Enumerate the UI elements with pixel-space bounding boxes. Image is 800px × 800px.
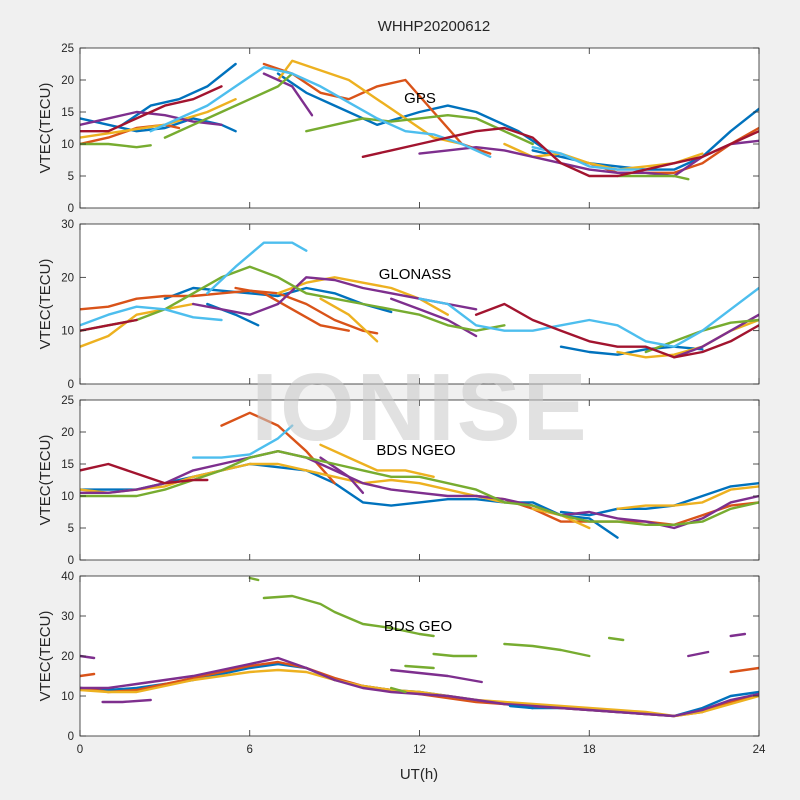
series-line-15 <box>80 305 223 327</box>
panel-title: GPS <box>404 90 436 107</box>
y-tick-label: 0 <box>68 379 74 391</box>
y-tick-label: 10 <box>61 326 74 338</box>
y-tick-label: 0 <box>68 555 74 567</box>
y-axis-label: VTEC(TECU) <box>37 83 54 174</box>
series-line-14 <box>80 142 152 149</box>
panel-4: 0 10 20 30 40 0 6 12 18 24 VTEC(TECU) BDS GEO <box>37 571 766 756</box>
y-tick-label: 20 <box>61 75 74 87</box>
series-line-16 <box>206 241 308 295</box>
series-line-9 <box>390 668 483 684</box>
panel-title: BDS GEO <box>384 618 452 635</box>
series-line-11 <box>729 632 747 638</box>
series-line-4 <box>729 666 759 674</box>
panel-title: BDS NGEO <box>376 442 455 459</box>
series-line-12 <box>262 72 314 117</box>
y-tick-label: 10 <box>61 139 74 151</box>
series-line-14 <box>404 664 435 670</box>
series-line-10 <box>687 650 710 658</box>
y-tick-label: 30 <box>61 611 74 623</box>
series-line-19 <box>474 302 759 359</box>
series-line-6 <box>80 302 195 348</box>
y-tick-label: 20 <box>61 272 74 284</box>
series-line-5 <box>80 462 506 504</box>
series-line-8 <box>319 297 379 343</box>
series-line-13 <box>80 462 209 485</box>
y-tick-label: 0 <box>68 731 74 743</box>
series-line-5 <box>234 286 350 332</box>
series-line-3 <box>559 345 704 356</box>
series-line-7 <box>101 698 152 704</box>
y-tick-label: 10 <box>61 491 74 503</box>
series-line-16 <box>503 642 591 658</box>
series-group <box>80 59 759 181</box>
series-line-6 <box>262 62 492 155</box>
series-line-17 <box>418 286 759 348</box>
y-axis-label: VTEC(TECU) <box>37 435 54 526</box>
series-line-20 <box>80 85 223 133</box>
y-tick-label: 15 <box>61 459 74 471</box>
watermark: IONISE <box>251 354 588 461</box>
y-axis-label: VTEC(TECU) <box>37 259 54 350</box>
series-line-6 <box>80 656 759 718</box>
x-axis-label: UT(h) <box>400 766 438 783</box>
series-line-21 <box>361 126 759 178</box>
x-tick-label: 0 <box>77 744 83 756</box>
series-line-15 <box>432 652 478 658</box>
series-line-13 <box>262 594 435 638</box>
y-tick-label: 40 <box>61 571 74 583</box>
y-tick-label: 15 <box>61 107 74 119</box>
series-line-18 <box>390 686 407 694</box>
y-tick-label: 20 <box>61 651 74 663</box>
series-line-18 <box>80 318 138 332</box>
y-tick-label: 30 <box>61 219 74 231</box>
series-line-17 <box>616 174 690 181</box>
series-line-19 <box>508 704 534 710</box>
series-group <box>80 241 759 359</box>
series-line-15 <box>163 72 294 139</box>
series-line-3 <box>276 72 548 152</box>
x-tick-label: 12 <box>413 744 426 756</box>
panel-2: 0 10 20 30 VTEC(TECU) GLONASS <box>37 219 760 391</box>
figure-title: WHHP20200612 <box>378 18 491 35</box>
y-axis-label: VTEC(TECU) <box>37 611 54 702</box>
y-tick-label: 25 <box>61 395 74 407</box>
x-tick-label: 6 <box>247 744 253 756</box>
series-line-9 <box>80 450 759 530</box>
series-line-13 <box>80 265 506 332</box>
panel-1: 0 5 10 15 20 25 VTEC(TECU) GPS <box>37 43 760 215</box>
series-group <box>80 576 759 718</box>
series-line-3 <box>80 672 96 678</box>
series-line-12 <box>672 313 759 359</box>
y-tick-label: 5 <box>68 171 74 183</box>
series-group <box>80 411 759 539</box>
plot-area <box>80 576 759 736</box>
panel-3: 0 5 10 15 20 25 VTEC(TECU) BDS NGEO <box>37 395 760 567</box>
panel-title: GLONASS <box>379 266 452 283</box>
x-tick-label: 18 <box>583 744 596 756</box>
panels-container: 0 5 10 15 20 25 VTEC(TECU) GPS 0 10 20 30 VTEC(TECU)… <box>37 43 766 756</box>
series-line-12 <box>248 576 260 582</box>
series-line-8 <box>616 485 759 510</box>
series-line-19 <box>531 146 647 171</box>
y-tick-label: 5 <box>68 523 74 535</box>
series-line-17 <box>607 636 625 642</box>
y-tick-label: 20 <box>61 427 74 439</box>
series-line-18 <box>149 66 492 158</box>
series-line-4 <box>80 289 379 335</box>
y-tick-label: 10 <box>61 691 74 703</box>
y-tick-label: 0 <box>68 203 74 215</box>
x-tick-label: 24 <box>753 744 766 756</box>
y-tick-label: 25 <box>61 43 74 55</box>
series-line-16 <box>305 114 534 146</box>
series-line-6 <box>319 443 435 478</box>
series-line-5 <box>80 668 759 718</box>
series-line-12 <box>192 424 294 459</box>
